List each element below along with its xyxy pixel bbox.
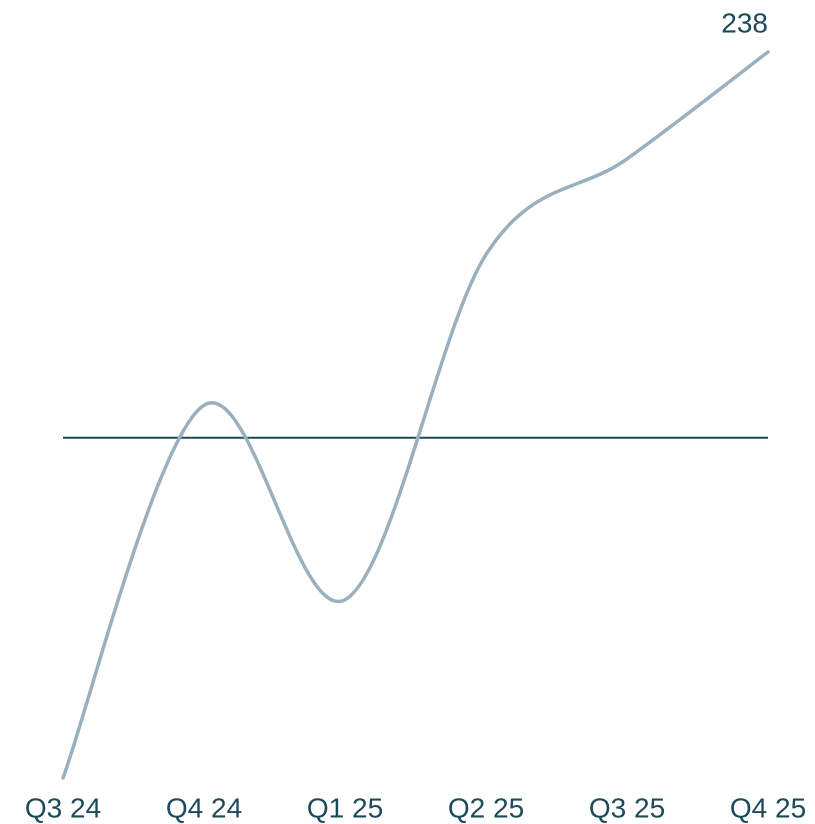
line [61, 50, 770, 780]
x-tick-label: Q1 25 [307, 792, 383, 823]
x-tick-label: Q4 24 [166, 792, 242, 823]
x-tick-label: Q3 24 [25, 792, 101, 823]
x-tick-label: Q4 25 [730, 792, 806, 823]
value-label: 238 [721, 7, 768, 38]
x-tick-label: Q2 25 [448, 792, 524, 823]
x-tick-label: Q3 25 [589, 792, 665, 823]
